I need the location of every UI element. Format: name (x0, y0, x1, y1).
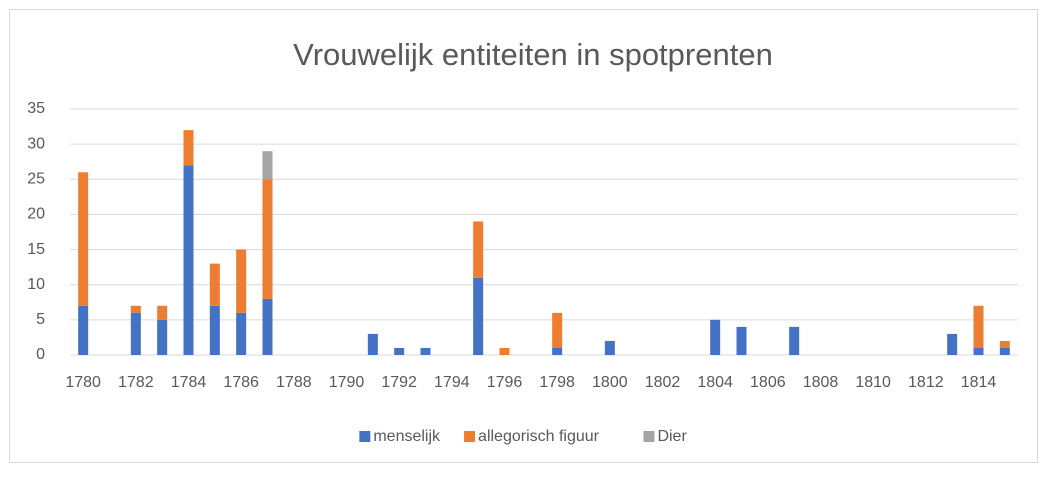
bar-segment (157, 305, 168, 320)
x-tick-label: 1808 (803, 374, 839, 391)
bar-segment (420, 347, 431, 355)
y-tick-label: 35 (27, 100, 45, 117)
x-tick-label: 1788 (276, 374, 312, 391)
bar-segment (209, 263, 220, 306)
bar-segment (183, 165, 194, 355)
bar-segment (710, 319, 721, 355)
x-tick-label: 1814 (961, 374, 997, 391)
x-tick-label: 1812 (908, 374, 944, 391)
y-tick-label: 20 (27, 206, 45, 223)
legend-swatch (359, 431, 371, 442)
bar-segment (999, 347, 1010, 355)
chart-title: Vrouwelijk entiteiten in spotprenten (293, 37, 773, 72)
chart-border (9, 9, 1038, 463)
x-tick-label: 1798 (539, 374, 575, 391)
y-tick-label: 10 (27, 276, 45, 293)
x-tick-label: 1804 (697, 374, 733, 391)
bar-segment (262, 179, 273, 299)
x-tick-label: 1780 (65, 374, 101, 391)
bar-segment (552, 347, 563, 355)
legend-swatch (643, 431, 655, 442)
x-tick-label: 1796 (487, 374, 523, 391)
y-tick-label: 25 (27, 171, 45, 188)
y-tick-label: 5 (36, 311, 45, 328)
bar-segment (789, 326, 800, 355)
x-tick-label: 1800 (592, 374, 628, 391)
bar-segment (736, 326, 747, 355)
x-tick-label: 1784 (171, 374, 207, 391)
bar-segment (78, 172, 89, 306)
x-tick-label: 1810 (855, 374, 891, 391)
bar-segment (236, 249, 247, 313)
legend-label: allegorisch figuur (478, 428, 600, 445)
bar-segment (999, 340, 1010, 348)
bar-segment (473, 277, 484, 355)
bar-segment (262, 298, 273, 355)
x-tick-label: 1794 (434, 374, 470, 391)
bar-segment (130, 312, 141, 355)
bar-segment (130, 305, 141, 313)
bar-segment (262, 151, 273, 180)
legend-swatch (464, 431, 476, 442)
bar-segment (394, 347, 405, 355)
bar-segment (78, 305, 89, 355)
y-tick-label: 15 (27, 241, 45, 258)
bar-segment (947, 333, 958, 355)
x-tick-label: 1786 (223, 374, 259, 391)
bar-segment (183, 130, 194, 166)
bar-segment (157, 319, 168, 355)
bar-segment (499, 347, 510, 355)
legend-label: menselijk (373, 428, 441, 445)
bar-segment (236, 312, 247, 355)
x-tick-label: 1802 (645, 374, 681, 391)
bar-segment (604, 340, 615, 355)
legend-label: Dier (657, 428, 687, 445)
x-tick-label: 1782 (118, 374, 154, 391)
x-tick-label: 1806 (750, 374, 786, 391)
bar-segment (973, 305, 984, 348)
bar-segment (552, 312, 563, 348)
y-tick-label: 30 (27, 135, 45, 152)
bar-segment (973, 347, 984, 355)
bar-segment (367, 333, 378, 355)
y-tick-label: 0 (36, 346, 45, 363)
x-tick-label: 1790 (329, 374, 365, 391)
bar-segment (209, 305, 220, 355)
x-tick-label: 1792 (381, 374, 417, 391)
bar-segment (473, 221, 484, 278)
